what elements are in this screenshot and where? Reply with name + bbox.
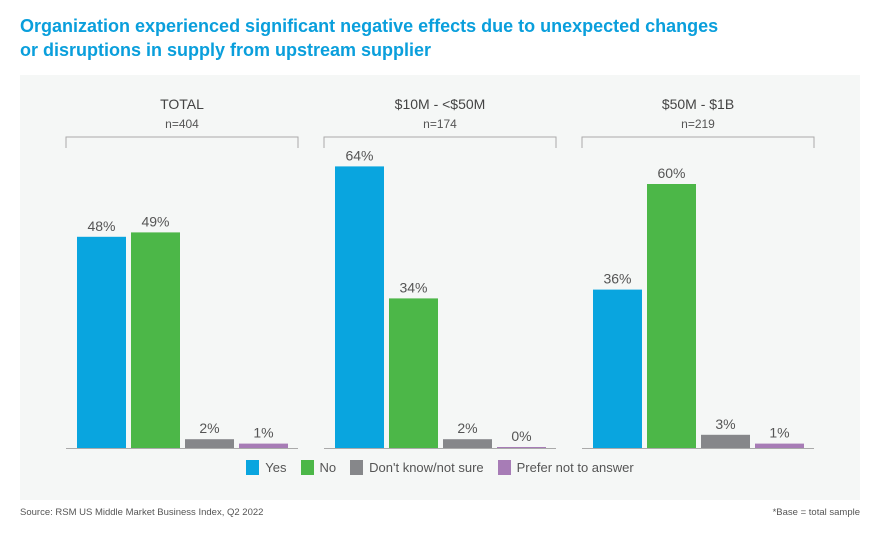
data-label: 34% bbox=[399, 279, 427, 295]
data-label: 49% bbox=[141, 213, 169, 229]
group-bracket bbox=[323, 136, 557, 148]
group-label: $50M - $1B bbox=[662, 96, 734, 112]
bar bbox=[593, 289, 642, 448]
group-label: $10M - <$50M bbox=[395, 96, 486, 112]
source-note: Source: RSM US Middle Market Business In… bbox=[20, 507, 264, 518]
bar bbox=[497, 447, 546, 448]
legend-label: No bbox=[319, 460, 337, 475]
bar bbox=[755, 443, 804, 448]
legend-swatch bbox=[350, 460, 364, 475]
bar bbox=[131, 232, 180, 448]
data-label: 1% bbox=[769, 425, 789, 441]
chart-title: Organization experienced significant neg… bbox=[20, 14, 840, 62]
legend-item: Don't know/not sure bbox=[350, 460, 484, 475]
bar bbox=[701, 434, 750, 448]
bar bbox=[239, 443, 288, 448]
group-n: n=219 bbox=[681, 117, 715, 131]
legend-item: Yes bbox=[246, 460, 287, 475]
base-note: *Base = total sample bbox=[772, 507, 860, 518]
data-label: 48% bbox=[87, 218, 115, 234]
title-line-2: or disruptions in supply from upstream s… bbox=[20, 40, 432, 60]
data-label: 1% bbox=[253, 425, 273, 441]
legend-label: Yes bbox=[265, 460, 287, 475]
legend-swatch bbox=[246, 460, 260, 475]
title-line-1: Organization experienced significant neg… bbox=[20, 16, 719, 36]
legend-item: Prefer not to answer bbox=[497, 460, 634, 475]
data-label: 60% bbox=[657, 165, 685, 181]
data-label: 64% bbox=[345, 147, 373, 163]
data-label: 3% bbox=[715, 416, 735, 432]
group-n: n=174 bbox=[423, 117, 457, 131]
group-label: TOTAL bbox=[160, 96, 204, 112]
legend-label: Don't know/not sure bbox=[369, 460, 484, 475]
bar bbox=[443, 439, 492, 448]
bar bbox=[647, 184, 696, 448]
bar bbox=[185, 439, 234, 448]
data-label: 2% bbox=[457, 420, 477, 436]
data-label: 2% bbox=[199, 420, 219, 436]
bar bbox=[335, 166, 384, 448]
data-label: 0% bbox=[511, 428, 531, 444]
group-bracket bbox=[65, 136, 299, 148]
legend-item: No bbox=[300, 460, 337, 475]
group-bracket bbox=[581, 136, 815, 148]
legend-swatch bbox=[497, 460, 511, 475]
legend-swatch bbox=[300, 460, 314, 475]
legend-label: Prefer not to answer bbox=[516, 460, 634, 475]
group-n: n=404 bbox=[165, 117, 199, 131]
bar bbox=[389, 298, 438, 448]
legend: Yes No Don't know/not sure Prefer not to an… bbox=[0, 460, 880, 475]
data-label: 36% bbox=[603, 271, 631, 287]
bar bbox=[77, 236, 126, 448]
